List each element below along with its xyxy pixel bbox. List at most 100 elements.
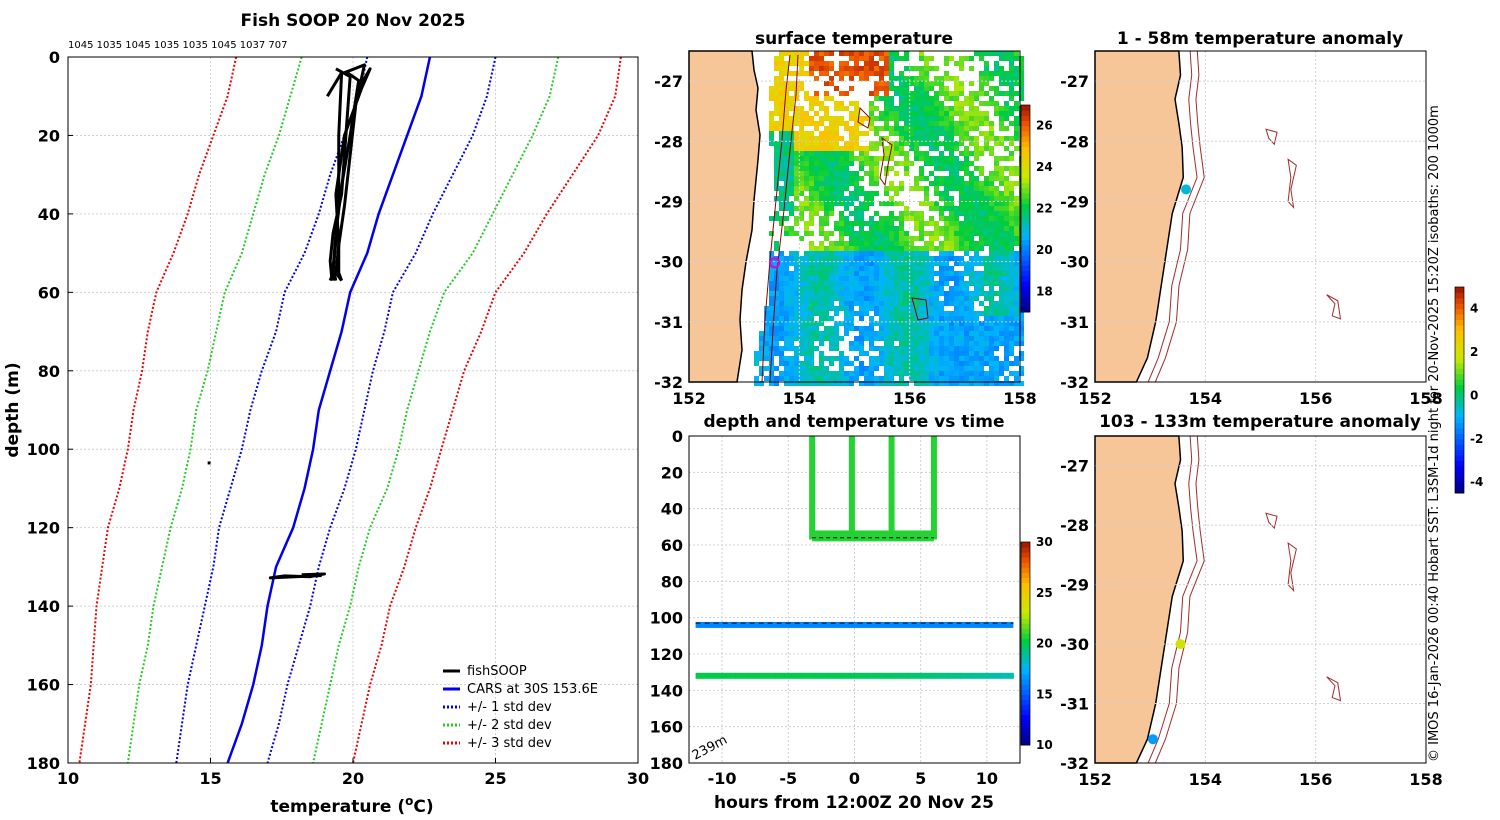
sst-cell	[949, 276, 954, 281]
sst-cell	[874, 281, 879, 286]
colorbar-segment	[1455, 357, 1464, 364]
sst-cell	[864, 366, 869, 371]
sst-cell	[869, 176, 874, 181]
sst-cell	[994, 86, 999, 91]
sst-cell	[884, 261, 889, 266]
sst-cell	[894, 321, 899, 326]
sst-cell	[774, 376, 779, 381]
sst-cell	[824, 106, 829, 111]
sst-cell	[909, 286, 914, 291]
sst-cell	[999, 256, 1004, 261]
sst-cell	[949, 381, 954, 386]
sst-cell	[909, 321, 914, 326]
sst-cell	[1009, 76, 1014, 81]
sst-cell	[919, 66, 924, 71]
sst-cell	[794, 156, 799, 161]
sst-cell	[934, 111, 939, 116]
sst-cell	[989, 211, 994, 216]
sst-cell	[829, 376, 834, 381]
sst-cell	[859, 366, 864, 371]
sst-cell	[874, 251, 879, 256]
colorbar-tick-label: 10	[1036, 738, 1053, 752]
sst-cell	[1009, 346, 1014, 351]
sst-cell	[884, 116, 889, 121]
sst-cell	[769, 271, 774, 276]
colorbar-segment	[1021, 663, 1030, 670]
sst-cell	[879, 81, 884, 86]
sst-cell	[919, 311, 924, 316]
sst-cell	[839, 161, 844, 166]
colorbar-segment	[1021, 673, 1030, 680]
sst-cell	[924, 61, 929, 66]
sst-cell	[789, 176, 794, 181]
sst-cell	[1009, 211, 1014, 216]
sst-cell	[799, 316, 804, 321]
sst-cell	[879, 351, 884, 356]
sst-cell	[789, 186, 794, 191]
sst-cell	[934, 301, 939, 306]
sst-cell	[874, 66, 879, 71]
sst-cell	[979, 261, 984, 266]
sst-cell	[834, 356, 839, 361]
sst-cell	[999, 276, 1004, 281]
sst-cell	[774, 321, 779, 326]
sst-cell	[819, 226, 824, 231]
sst-cell	[804, 116, 809, 121]
sst-cell	[789, 201, 794, 206]
map-y-tick-label: -31	[654, 313, 683, 332]
sst-cell	[864, 266, 869, 271]
sst-cell	[774, 261, 779, 266]
sst-cell	[824, 236, 829, 241]
sst-cell	[829, 151, 834, 156]
sst-cell	[809, 256, 814, 261]
sst-cell	[884, 346, 889, 351]
sst-cell	[869, 106, 874, 111]
colorbar-segment	[1455, 352, 1464, 358]
sst-cell	[1004, 81, 1009, 86]
sst-cell	[994, 376, 999, 381]
sst-cell	[904, 366, 909, 371]
sst-cell	[864, 171, 869, 176]
profile-y-tick-label: 40	[38, 205, 60, 224]
sst-cell	[969, 261, 974, 266]
sst-cell	[969, 171, 974, 176]
sst-cell	[959, 161, 964, 166]
sst-cell	[824, 231, 829, 236]
sst-cell	[979, 226, 984, 231]
sst-cell	[774, 156, 779, 161]
colorbar-segment	[1021, 224, 1030, 230]
sst-cell	[999, 91, 1004, 96]
sst-cell	[864, 161, 869, 166]
sst-cell	[929, 96, 934, 101]
sst-cell	[959, 346, 964, 351]
sst-cell	[799, 291, 804, 296]
sst-cell	[879, 301, 884, 306]
sst-cell	[844, 196, 849, 201]
colorbar-segment	[1021, 739, 1030, 746]
sst-cell	[969, 296, 974, 301]
sst-cell	[844, 316, 849, 321]
sst-cell	[924, 86, 929, 91]
sst-cell	[844, 181, 849, 186]
sst-cell	[859, 306, 864, 311]
colorbar-segment	[1021, 213, 1030, 220]
sst-cell	[944, 276, 949, 281]
sst-cell	[984, 351, 989, 356]
sst-cell	[799, 296, 804, 301]
layer-132m-segment	[960, 672, 975, 679]
sst-cell	[934, 326, 939, 331]
legend-label: +/- 3 std dev	[467, 736, 552, 751]
sst-cell	[834, 86, 839, 91]
sst-cell	[1014, 226, 1019, 231]
sst-cell	[779, 166, 784, 171]
sst-cell	[869, 281, 874, 286]
sst-cell	[904, 101, 909, 106]
sst-cell	[969, 331, 974, 336]
sst-cell	[949, 251, 954, 256]
sst-cell	[899, 281, 904, 286]
sst-cell	[989, 271, 994, 276]
sst-cell	[869, 306, 874, 311]
sst-cell	[859, 211, 864, 216]
sst-cell	[899, 261, 904, 266]
sst-cell	[974, 91, 979, 96]
